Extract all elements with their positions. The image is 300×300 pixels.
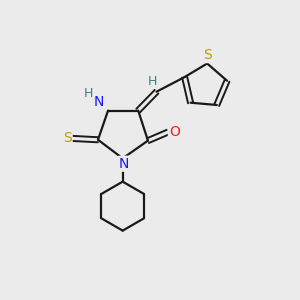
Text: N: N (93, 95, 104, 109)
Text: H: H (148, 75, 158, 88)
Text: S: S (63, 131, 72, 145)
Text: O: O (169, 124, 180, 139)
Text: S: S (203, 48, 212, 62)
Text: H: H (83, 87, 93, 100)
Text: N: N (119, 157, 129, 171)
